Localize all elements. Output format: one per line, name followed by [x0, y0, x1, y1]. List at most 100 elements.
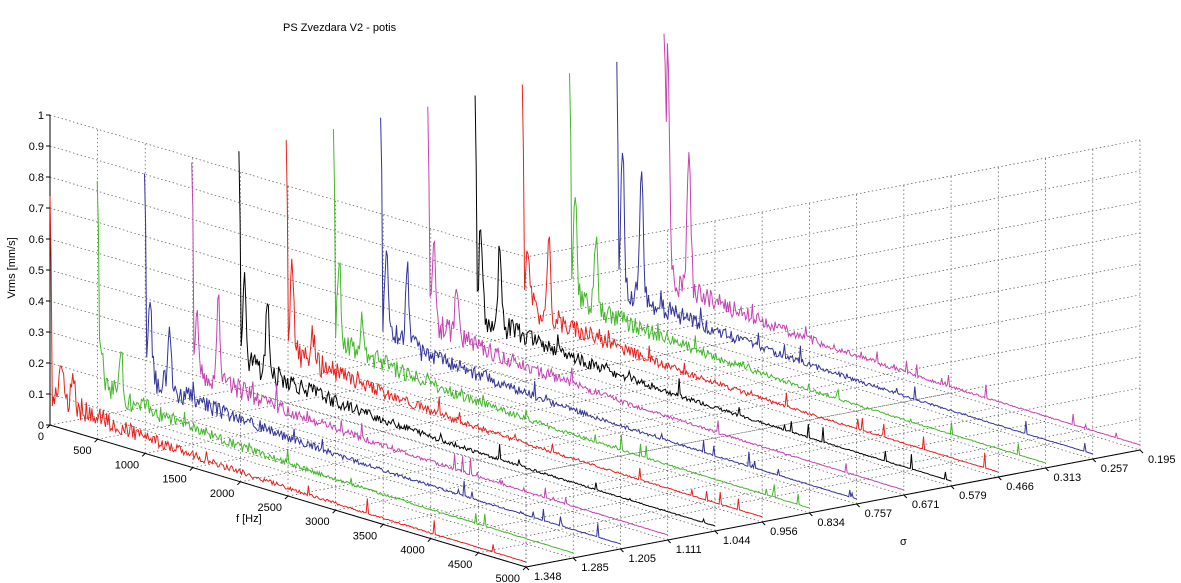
y-axis-line — [525, 449, 1141, 568]
grid-line — [525, 232, 1141, 351]
series-line-0.757 — [380, 117, 857, 500]
z-tick-label: 0.3 — [29, 327, 44, 339]
z-tick-label: 0.9 — [29, 141, 44, 153]
z-tick-label: 0.2 — [29, 358, 44, 370]
grid-line — [478, 435, 1093, 554]
x-tick-mark — [475, 552, 479, 557]
z-axis-label: Vrms [mm/s] — [6, 237, 18, 298]
grid-line — [191, 397, 668, 541]
y-axis-label: σ — [900, 536, 907, 548]
series-line-0.195 — [663, 33, 1141, 446]
grid-line — [569, 325, 1046, 469]
x-axis-label: f [Hz] — [236, 513, 262, 525]
x-tick-label: 1500 — [162, 474, 186, 486]
x-tick-label: 4000 — [400, 545, 424, 557]
grid-line — [525, 418, 1141, 537]
x-tick-label: 2000 — [210, 488, 234, 500]
x-tick-label: 3500 — [353, 530, 377, 542]
series-line-1.348 — [49, 196, 527, 563]
x-tick-mark — [379, 524, 384, 528]
grid-line — [525, 294, 1141, 413]
z-tick-label: 1 — [38, 110, 44, 122]
grid-line — [616, 316, 1093, 460]
y-tick-label: 0.956 — [770, 526, 798, 538]
series-line-1.285 — [96, 181, 574, 554]
grid-line — [333, 370, 810, 514]
y-tick-label: 1.111 — [676, 544, 702, 556]
x-tick-label: 3000 — [305, 516, 329, 528]
y-tick-mark — [667, 539, 672, 544]
grid-line — [97, 415, 574, 559]
z-tick-label: 0.6 — [29, 234, 44, 246]
grid-line — [49, 362, 527, 506]
x-tick-mark — [94, 438, 98, 443]
grid-line — [49, 145, 527, 289]
x-tick-mark — [332, 509, 336, 514]
x-tick-label: 0 — [38, 431, 44, 443]
y-tick-mark — [761, 521, 766, 526]
grid-line — [663, 307, 1141, 451]
y-tick-label: 0.579 — [959, 490, 987, 502]
grid-line — [430, 421, 1045, 539]
x-tick-label: 2500 — [258, 502, 282, 514]
chart-title: PS Zvezdara V2 - potis — [283, 22, 397, 34]
series-line-0.834 — [332, 128, 810, 509]
grid-line — [144, 406, 621, 550]
grid-line — [522, 334, 999, 478]
series-line-0.313 — [569, 73, 1046, 464]
x-tick-label: 500 — [73, 445, 91, 457]
grid-line — [145, 336, 760, 454]
series-line-0.466 — [521, 84, 999, 473]
y-tick-mark — [525, 566, 530, 571]
x-tick-label: 1000 — [115, 459, 139, 471]
y-tick-label: 1.044 — [723, 535, 751, 547]
y-tick-mark — [620, 548, 624, 553]
series-line-0.257 — [616, 61, 1093, 455]
x-tick-mark — [284, 495, 289, 500]
grid-line — [49, 114, 527, 258]
z-tick-label: 0.4 — [29, 296, 44, 308]
y-tick-mark — [997, 476, 1002, 481]
y-tick-label: 0.671 — [912, 499, 940, 511]
x-tick-label: 5000 — [496, 573, 520, 583]
y-tick-mark — [714, 530, 719, 535]
z-tick-label: 0.8 — [29, 172, 44, 184]
z-tick-label: 0.7 — [29, 203, 44, 215]
series-line-0.579 — [474, 95, 952, 482]
x-tick-mark — [46, 424, 51, 429]
y-tick-label: 0.757 — [865, 508, 893, 520]
series-layer — [49, 33, 1141, 563]
y-tick-label: 1.285 — [581, 562, 609, 574]
series-line-0.956 — [285, 140, 763, 518]
series-line-1.111 — [191, 162, 668, 536]
grid-line — [238, 388, 716, 532]
grid-line — [525, 139, 1141, 258]
grid-line — [49, 269, 527, 413]
z-tick-label: 0.5 — [29, 265, 44, 277]
x-tick-mark — [522, 566, 527, 571]
tick-layer: 0 0.1 0.2 0.3 0.4 0.5 0.6 0.7 0.8 0.9 1 0 500 1000 150… — [29, 110, 1176, 583]
x-tick-label: 4500 — [448, 559, 472, 571]
z-tick-label: 0 — [38, 420, 44, 432]
y-tick-mark — [950, 485, 955, 490]
grid-line — [286, 379, 763, 523]
y-tick-mark — [572, 557, 577, 562]
series-line-1.205 — [144, 173, 621, 545]
y-tick-mark — [1045, 467, 1049, 472]
x-tick-mark — [141, 453, 146, 457]
y-tick-mark — [1092, 458, 1097, 463]
y-tick-mark — [1139, 449, 1144, 454]
y-tick-label: 0.466 — [1006, 481, 1034, 493]
series-line-0.671 — [427, 106, 904, 491]
y-tick-mark — [809, 512, 813, 517]
grid-line — [380, 361, 857, 505]
grid-line — [525, 170, 1141, 289]
series-line-1.044 — [238, 151, 716, 527]
grid-line — [49, 393, 527, 537]
grid-line — [474, 343, 952, 487]
y-tick-label: 1.205 — [628, 553, 656, 565]
grid-line — [525, 356, 1141, 475]
grid-line — [383, 407, 998, 525]
x-tick-mark — [189, 467, 194, 471]
